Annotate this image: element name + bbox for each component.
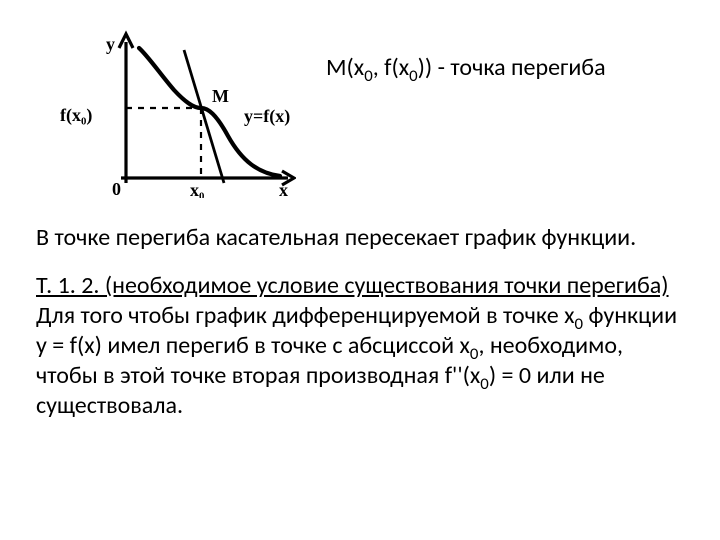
graph-svg: y x 0 f(x₀) x₀ M y=f(x) [36, 28, 296, 198]
top-caption: M(x0, f(x0)) - точка перегиба [326, 28, 684, 83]
tangent-line [184, 50, 224, 183]
tt-c: , f(x [373, 53, 409, 82]
para-theorem: Т. 1. 2. (необходимое условие существова… [36, 271, 684, 421]
p2-f: 0 [480, 373, 489, 394]
label-M: M [212, 86, 229, 106]
label-x0: x₀ [190, 180, 204, 198]
theorem-title: Т. 1. 2. (необходимое условие существова… [36, 271, 669, 300]
label-yfx: y=f(x) [244, 106, 290, 127]
p2-a: Для того чтобы график дифференцируемой в… [36, 301, 575, 330]
label-fx0: f(x₀) [60, 105, 92, 126]
inflection-graph: y x 0 f(x₀) x₀ M y=f(x) [36, 28, 296, 203]
para-tangent: В точке перегиба касательная пересекает … [36, 223, 684, 253]
label-x: x [279, 180, 288, 198]
tt-d: 0 [409, 65, 418, 86]
body-text: В точке перегиба касательная пересекает … [36, 223, 684, 421]
tt-b: 0 [364, 65, 373, 86]
tt-a: M(x [326, 53, 364, 82]
label-y: y [106, 34, 115, 54]
tt-e: )) - точка перегиба [418, 53, 606, 82]
label-origin: 0 [112, 179, 121, 198]
top-row: y x 0 f(x₀) x₀ M y=f(x) M(x0, f(x0)) - т… [36, 28, 684, 203]
slide-root: y x 0 f(x₀) x₀ M y=f(x) M(x0, f(x0)) - т… [0, 0, 720, 540]
